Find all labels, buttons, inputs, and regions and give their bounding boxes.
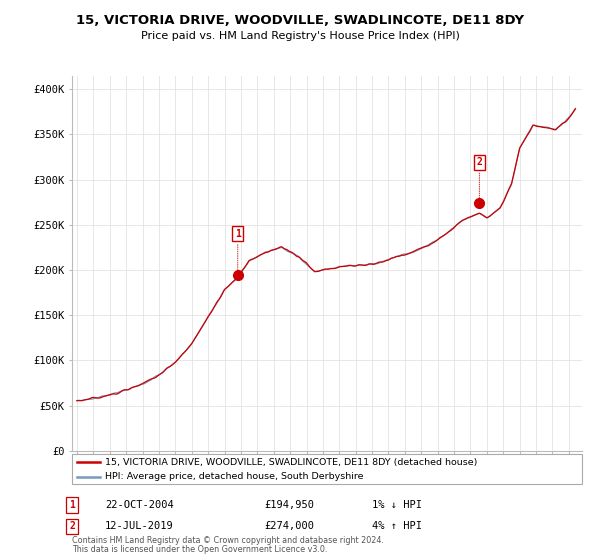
Text: 22-OCT-2004: 22-OCT-2004 bbox=[105, 500, 174, 510]
Text: 2: 2 bbox=[69, 521, 75, 531]
Text: Price paid vs. HM Land Registry's House Price Index (HPI): Price paid vs. HM Land Registry's House … bbox=[140, 31, 460, 41]
Text: HPI: Average price, detached house, South Derbyshire: HPI: Average price, detached house, Sout… bbox=[105, 472, 364, 481]
Text: Contains HM Land Registry data © Crown copyright and database right 2024.: Contains HM Land Registry data © Crown c… bbox=[72, 536, 384, 545]
Text: 1: 1 bbox=[69, 500, 75, 510]
Text: 2: 2 bbox=[476, 157, 482, 200]
Text: 4% ↑ HPI: 4% ↑ HPI bbox=[372, 521, 422, 531]
Text: £274,000: £274,000 bbox=[264, 521, 314, 531]
Text: This data is licensed under the Open Government Licence v3.0.: This data is licensed under the Open Gov… bbox=[72, 545, 328, 554]
Text: £194,950: £194,950 bbox=[264, 500, 314, 510]
Text: 12-JUL-2019: 12-JUL-2019 bbox=[105, 521, 174, 531]
FancyBboxPatch shape bbox=[72, 454, 582, 484]
Text: 15, VICTORIA DRIVE, WOODVILLE, SWADLINCOTE, DE11 8DY (detached house): 15, VICTORIA DRIVE, WOODVILLE, SWADLINCO… bbox=[105, 458, 478, 466]
Text: 15, VICTORIA DRIVE, WOODVILLE, SWADLINCOTE, DE11 8DY: 15, VICTORIA DRIVE, WOODVILLE, SWADLINCO… bbox=[76, 14, 524, 27]
Text: 1% ↓ HPI: 1% ↓ HPI bbox=[372, 500, 422, 510]
Text: 1: 1 bbox=[235, 229, 241, 272]
